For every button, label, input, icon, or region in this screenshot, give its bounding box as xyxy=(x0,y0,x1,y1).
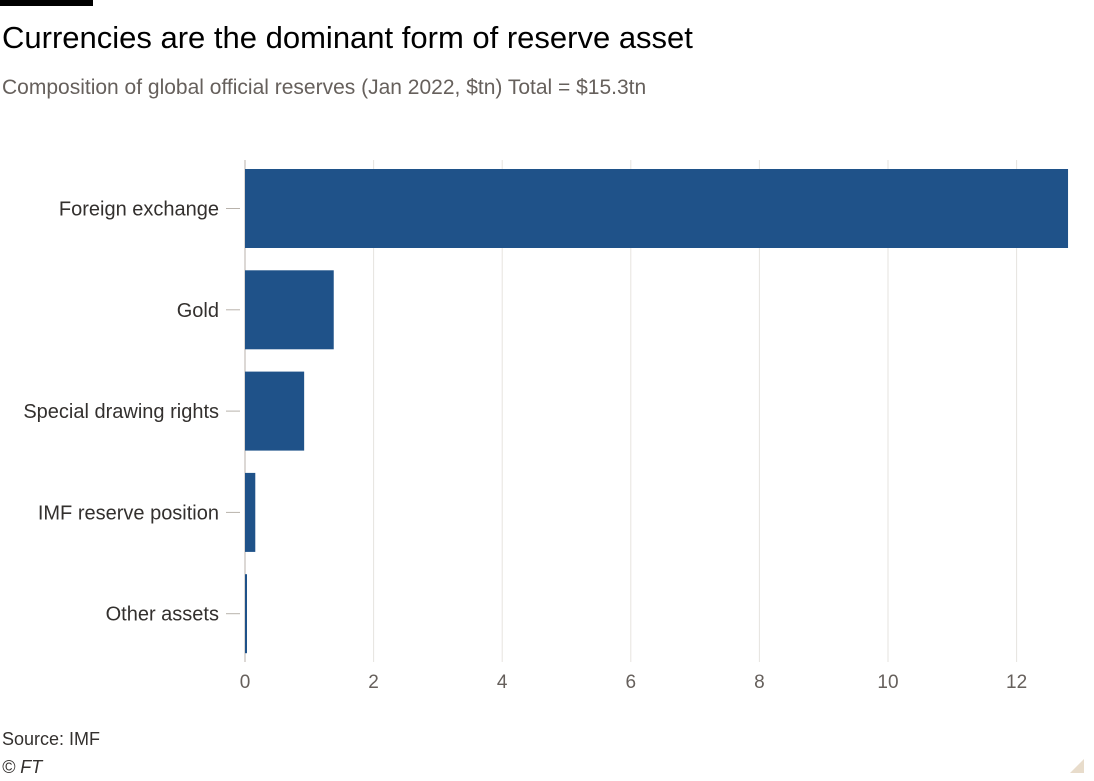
x-tick-label: 12 xyxy=(1006,672,1027,693)
bar-foreign-exchange xyxy=(245,169,1069,248)
bar-special-drawing-rights xyxy=(245,371,305,451)
x-tick-label: 0 xyxy=(240,672,251,693)
category-label: IMF reserve position xyxy=(38,502,219,524)
bar-other-assets xyxy=(245,574,247,654)
chart-title: Currencies are the dominant form of rese… xyxy=(2,20,693,55)
x-tick-label: 2 xyxy=(368,672,379,693)
category-label: Special drawing rights xyxy=(23,401,219,423)
x-tick-label: 10 xyxy=(877,672,898,693)
category-label: Gold xyxy=(177,300,219,322)
x-tick-label: 8 xyxy=(754,672,765,693)
x-tick-label: 4 xyxy=(497,672,508,693)
category-label: Foreign exchange xyxy=(59,199,219,221)
category-label: Other assets xyxy=(106,604,219,626)
copyright-note: © FT xyxy=(2,757,43,777)
corner-mark xyxy=(1070,759,1084,773)
x-tick-label: 6 xyxy=(626,672,637,693)
bar-imf-reserve-position xyxy=(245,472,256,552)
bar-gold xyxy=(245,270,334,350)
bars xyxy=(245,169,1069,654)
x-tick-labels: 0 2 4 6 8 10 12 xyxy=(240,672,1027,693)
brand-bar xyxy=(0,0,93,6)
source-note: Source: IMF xyxy=(2,729,101,749)
chart-subtitle: Composition of global official reserves … xyxy=(2,76,647,99)
category-labels: Foreign exchange Gold Special drawing righ… xyxy=(23,199,240,626)
